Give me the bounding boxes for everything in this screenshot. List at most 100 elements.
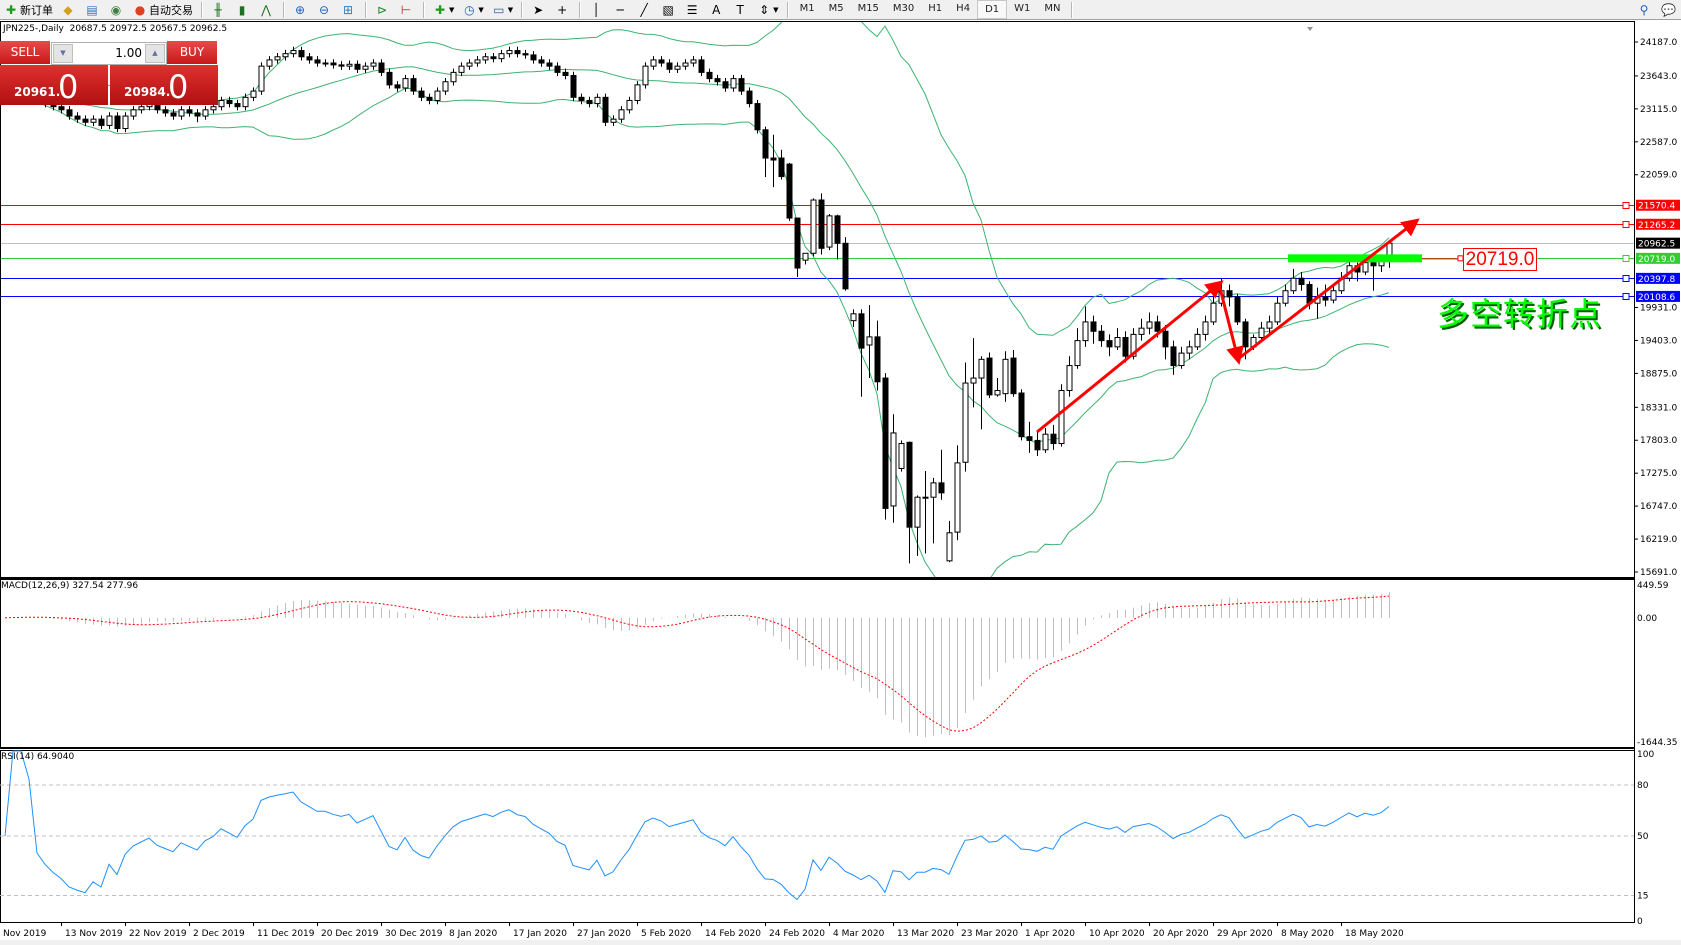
lot-decrease-button[interactable]: ▼ <box>53 44 73 63</box>
candle-body <box>490 56 497 60</box>
vertical-line-button[interactable]: │ <box>585 0 609 19</box>
annotation-text[interactable]: 多空转折点 <box>1437 295 1603 333</box>
periods-icon: ◷ <box>464 2 475 17</box>
candle <box>122 112 129 133</box>
timeframe-mn[interactable]: MN <box>1044 3 1061 14</box>
lot-increase-button[interactable]: ▲ <box>145 44 165 63</box>
history-button[interactable]: ▤ <box>81 0 105 19</box>
candle-body <box>970 377 977 384</box>
fibonacci-button[interactable]: ☰ <box>681 0 705 19</box>
candle-body <box>546 62 553 67</box>
timeframe-h4[interactable]: H4 <box>956 3 971 14</box>
candle <box>1114 328 1121 350</box>
bar-chart-button[interactable]: ╫ <box>207 0 231 19</box>
candle <box>714 74 721 86</box>
timeframe-m30[interactable]: M30 <box>892 3 915 14</box>
candle <box>738 74 745 95</box>
annotation-price-label[interactable]: 20719.0 <box>1463 248 1537 271</box>
candle <box>218 96 225 111</box>
text-button[interactable]: A <box>705 0 729 19</box>
candle <box>1266 315 1273 335</box>
timeframe-w1[interactable]: W1 <box>1014 3 1031 14</box>
macd-label: MACD(12,26,9) 327.54 277.96 <box>1 581 139 591</box>
templates-button[interactable]: ▭ ▼ <box>493 2 514 17</box>
candle-body <box>882 377 889 509</box>
candle-body <box>818 199 825 249</box>
buy-price-box[interactable]: 20984. 0 <box>110 65 218 105</box>
candle-body <box>1106 340 1113 348</box>
candle-body <box>74 115 81 120</box>
candle <box>490 53 497 63</box>
sell-price-box[interactable]: 20961. 0 <box>0 65 108 105</box>
buy-button[interactable]: BUY <box>167 41 217 64</box>
horizontal-line-button[interactable]: ─ <box>609 0 633 19</box>
candle-body <box>658 59 665 64</box>
line-chart-button[interactable]: ⋀ <box>255 0 279 19</box>
cursor-icon: ➤ <box>533 2 544 17</box>
timeframe-m5[interactable]: M5 <box>828 3 844 14</box>
candle-body <box>1034 439 1041 451</box>
zoom-out-button[interactable]: ⊖ <box>313 0 337 19</box>
periods-button[interactable]: ◷ ▼ <box>464 2 484 17</box>
candle <box>986 352 993 399</box>
expert-button[interactable]: ◆ <box>57 0 81 19</box>
search-button[interactable]: ⚲ <box>1633 0 1657 19</box>
candle <box>258 62 265 95</box>
channel-button[interactable]: ▧ <box>657 0 681 19</box>
toolbar-separator <box>579 1 582 18</box>
autoscroll-button[interactable]: ⊳ <box>371 0 395 19</box>
candle <box>1234 293 1241 326</box>
date-tick-label: 30 Dec 2019 <box>385 929 443 939</box>
trendline-button[interactable]: ╱ <box>633 0 657 19</box>
candle-body <box>1146 321 1153 329</box>
candle-body <box>954 462 961 533</box>
candle <box>778 149 785 180</box>
chart-shift-button[interactable]: ⊢ <box>395 0 419 19</box>
lot-size-input[interactable]: ▼ 1.00 ▲ <box>51 42 167 65</box>
sell-button[interactable]: SELL <box>0 41 50 64</box>
candle-body <box>258 65 265 92</box>
candle <box>594 93 601 108</box>
expert-icon: ◆ <box>63 2 73 17</box>
indicators-button[interactable]: ✚ ▼ <box>434 2 455 17</box>
toolbar-separator <box>786 1 789 18</box>
new-order-button[interactable]: ✚ 新订单 <box>0 0 57 19</box>
candle <box>1018 389 1025 441</box>
timeframe-h1[interactable]: H1 <box>928 3 943 14</box>
candle <box>626 96 633 114</box>
candle <box>1050 424 1057 450</box>
candle-body <box>626 99 633 111</box>
zoom-in-button[interactable]: ⊕ <box>289 0 313 19</box>
indicators-icon: ✚ <box>434 2 446 17</box>
candle <box>914 495 921 556</box>
candle-body <box>58 106 65 111</box>
search-icon: ⚲ <box>1639 2 1649 17</box>
signal-button[interactable]: ◉ <box>105 0 129 19</box>
rsi-axis-label: 15 <box>1637 892 1648 902</box>
price-tick-label: 19931.0 <box>1640 303 1677 313</box>
level-price-tag <box>1636 290 1680 302</box>
candle <box>634 81 641 105</box>
timeframe-m1[interactable]: M1 <box>799 3 815 14</box>
candle-body <box>1026 436 1033 441</box>
candle <box>546 59 553 70</box>
candle-body <box>682 62 689 67</box>
chat-button[interactable]: 💬 <box>1657 0 1681 19</box>
candle-body <box>1298 277 1305 285</box>
candle <box>306 53 313 64</box>
timeframe-m15[interactable]: M15 <box>857 3 879 14</box>
timeframe-d1[interactable]: D1 <box>977 0 1008 19</box>
text-label-button[interactable]: T <box>729 0 753 19</box>
candle <box>858 309 865 397</box>
arrows-button[interactable]: ⇕ ▼ <box>759 2 779 17</box>
cursor-button[interactable]: ➤ <box>527 0 551 19</box>
candle-body <box>554 65 561 73</box>
candle <box>946 520 953 563</box>
crosshair-button[interactable]: + <box>551 0 575 19</box>
tile-windows-button[interactable]: ⊞ <box>337 0 361 19</box>
candle-body <box>498 53 505 60</box>
auto-trading-button[interactable]: ● 自动交易 <box>129 0 197 19</box>
candlestick-button[interactable]: ▮ <box>231 0 255 19</box>
rsi-axis-label: 80 <box>1637 781 1649 791</box>
